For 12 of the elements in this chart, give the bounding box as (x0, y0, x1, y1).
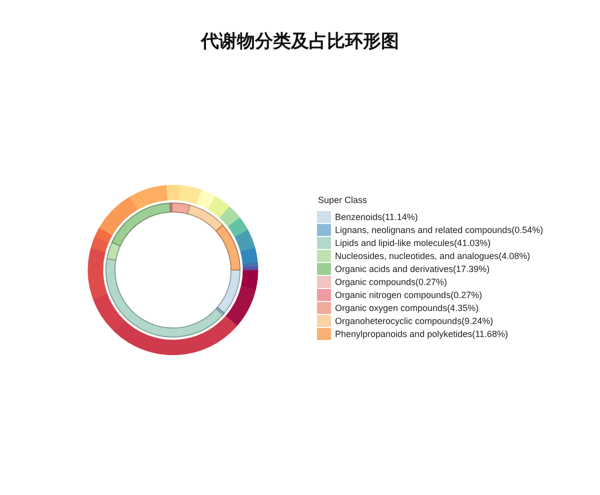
legend-label: Organoheterocyclic compounds(9.24%) (335, 316, 494, 326)
legend-label: Organic acids and derivatives(17.39%) (335, 264, 490, 274)
legend-label: Nucleosides, nucleotides, and analogues(4.08%) (335, 251, 530, 262)
legend-label: Organic compounds(0.27%) (335, 277, 448, 288)
legend-label: Organic oxygen compounds(4.35%) (335, 303, 479, 314)
legend-label: Lipids and lipid-like molecules(41.03%) (335, 238, 491, 248)
legend-label: Phenylpropanoids and polyketides(11.68%) (335, 329, 508, 340)
legend-title: Super Class (318, 195, 368, 205)
chart-title: 代谢物分类及占比环形图 (200, 31, 399, 51)
legend-label: Organic nitrogen compounds(0.27%) (335, 290, 482, 300)
legend-label: Benzenoids(11.14%) (335, 212, 418, 222)
legend-label: Lignans, neolignans and related compounds(0.54%) (335, 225, 544, 236)
